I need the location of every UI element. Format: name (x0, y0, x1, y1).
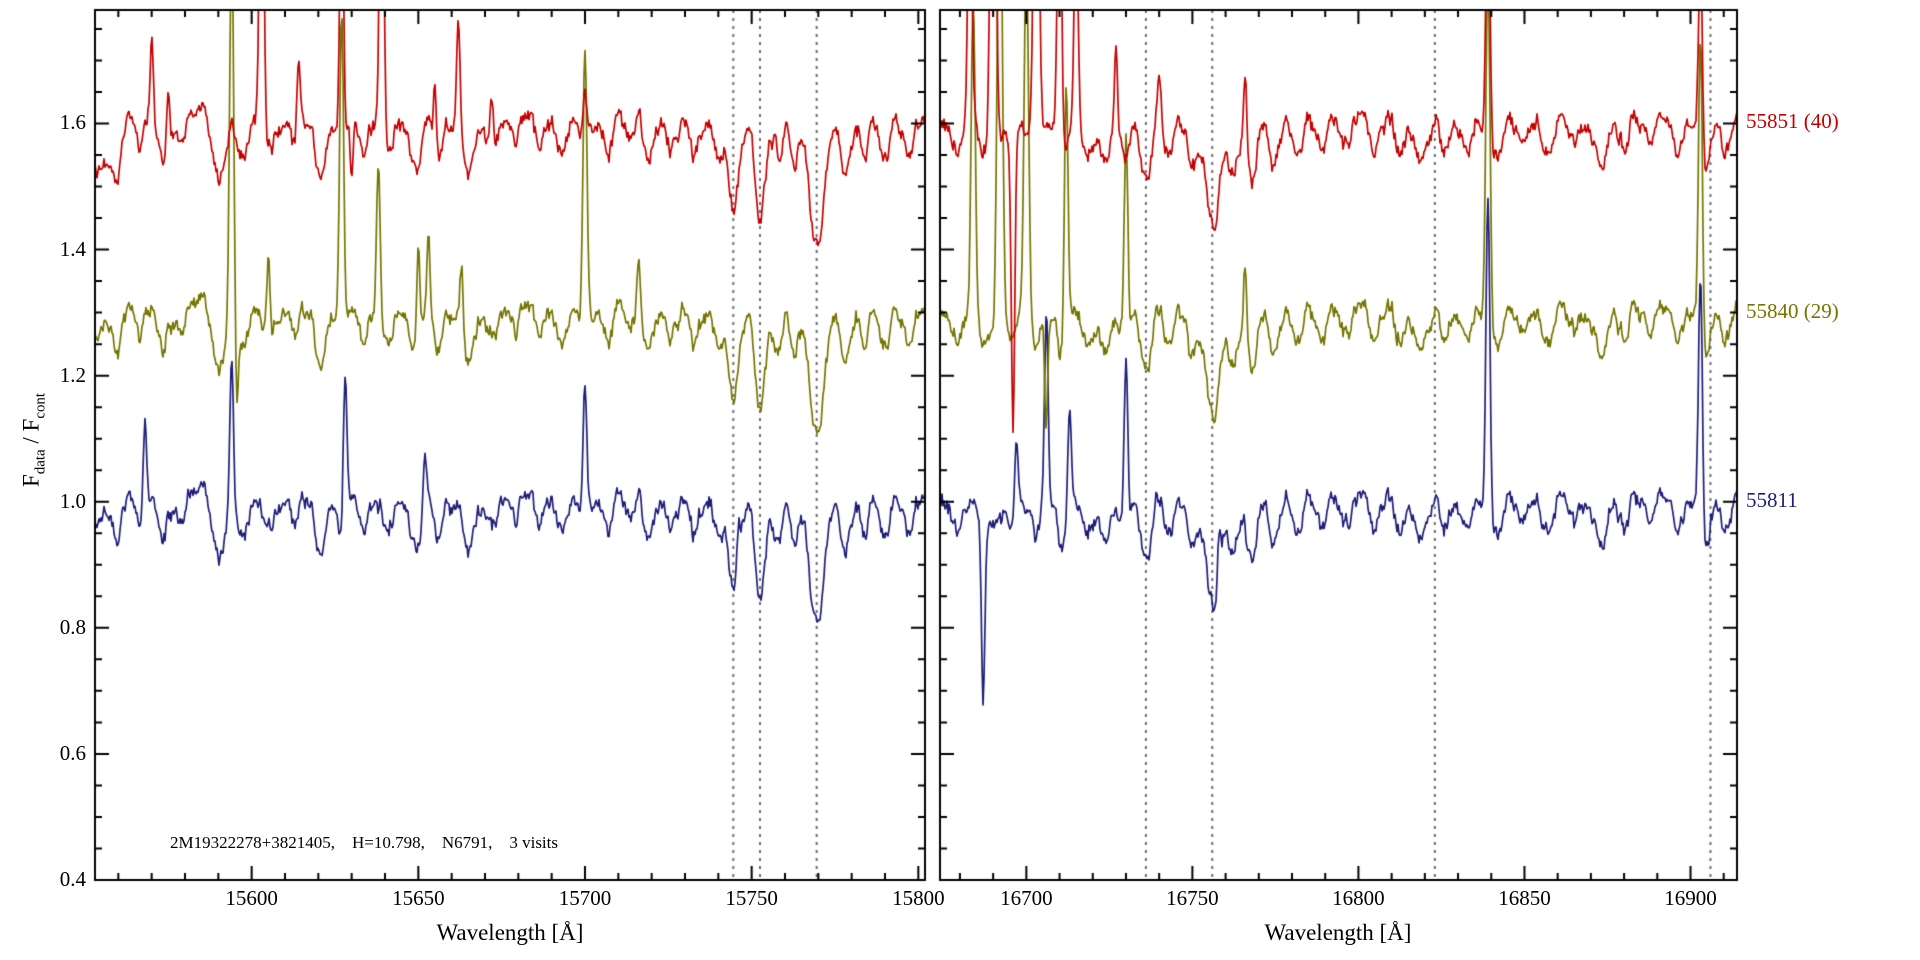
y-axis-title-part: F (18, 474, 44, 488)
x-tick-label: 15700 (558, 886, 612, 910)
series-label: 55851 (40) (1746, 109, 1839, 134)
x-tick-label: 15600 (225, 886, 278, 910)
series-label: 55811 (1746, 487, 1798, 512)
x-tick-label: 16800 (1332, 886, 1385, 910)
y-tick-label: 0.6 (59, 740, 86, 765)
y-tick-label: 0.8 (59, 614, 86, 639)
y-axis-title-sub: cont (32, 392, 49, 419)
y-tick-label: 0.4 (59, 867, 86, 891)
series-label: 55840 (29) (1746, 298, 1839, 323)
x-axis-title-left: Wavelength [Å] (436, 920, 584, 945)
y-tick-label: 1.2 (59, 362, 86, 387)
x-tick-label: 16900 (1664, 886, 1717, 910)
x-axis-title-right: Wavelength [Å] (1264, 920, 1412, 945)
y-axis-title: Fdata / Fcont (19, 393, 50, 487)
x-tick-label: 16750 (1166, 886, 1219, 910)
y-tick-label: 1.4 (59, 236, 86, 261)
x-tick-label: 15750 (725, 886, 778, 910)
x-tick-label: 16850 (1498, 886, 1551, 910)
x-tick-label: 16700 (1000, 886, 1053, 910)
y-tick-label: 1.6 (59, 110, 86, 135)
y-axis-title-part: / F (18, 418, 44, 450)
y-axis-title-sub: data (32, 449, 49, 475)
x-tick-label: 15800 (892, 886, 945, 910)
y-tick-label: 1.0 (59, 488, 86, 513)
target-annotation: 2M19322278+3821405, H=10.798, N6791, 3 v… (170, 833, 558, 852)
x-tick-label: 15650 (392, 886, 445, 910)
